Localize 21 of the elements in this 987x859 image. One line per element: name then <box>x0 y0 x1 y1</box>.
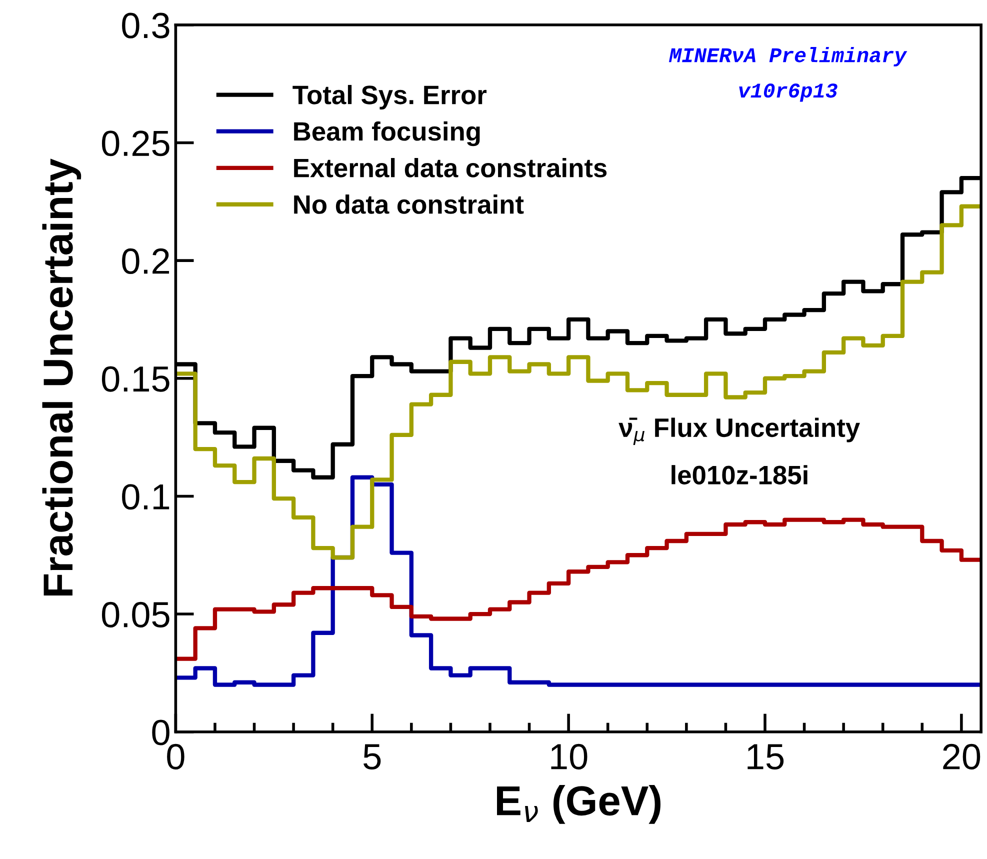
y-tick-label: 0.3 <box>122 12 170 38</box>
y-axis-title: Fractional Uncertainty <box>42 158 82 596</box>
x-tick-label: 5 <box>364 744 381 770</box>
annotation: ν̄$_{μ}$ Flux Uncertainty <box>618 418 860 445</box>
legend-label: External data constraints <box>294 158 607 178</box>
y-tick-label: 0.2 <box>122 248 170 274</box>
annotation: v10r6p13 <box>739 84 838 102</box>
x-tick-label: 15 <box>748 744 784 770</box>
y-tick-label: 0.05 <box>102 602 170 628</box>
annotation: MINERνA Preliminary <box>668 47 908 66</box>
legend-label: Total Sys. Error <box>292 84 487 110</box>
y-tick-label: 0.15 <box>102 366 170 392</box>
annotation: le010z-185i <box>672 465 808 484</box>
y-tick-label: 0 <box>152 720 170 746</box>
x-axis-title: E$_{ν}$ (GeV) <box>497 784 660 824</box>
legend-label: Beam focusing <box>294 121 480 146</box>
legend-label: No data constraint <box>294 194 524 214</box>
y-tick-label: 0.25 <box>102 130 170 156</box>
x-tick-label: 10 <box>551 744 588 770</box>
x-tick-label: 20 <box>943 744 980 770</box>
y-tick-label: 0.1 <box>122 484 170 510</box>
